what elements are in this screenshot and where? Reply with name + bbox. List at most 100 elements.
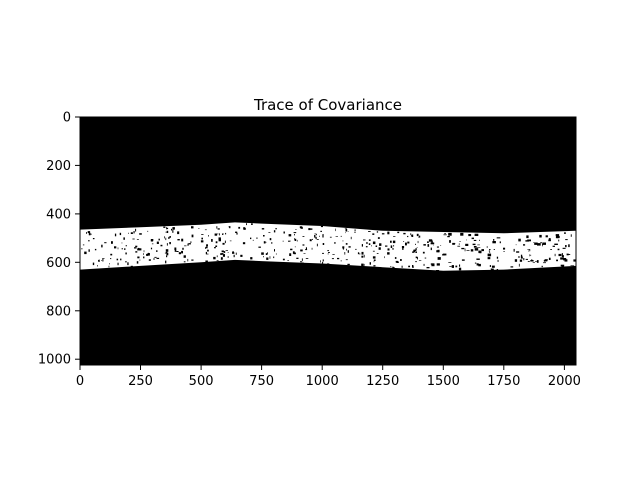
band-speckle [405,242,407,246]
band-speckle [357,252,360,255]
y-axis: 0 200 400 600 800 1000 [38,111,80,368]
band-speckle [478,250,481,254]
band-speckle [147,230,149,232]
band-speckle [205,247,206,249]
band-speckle [567,254,571,255]
band-speckle [132,238,135,240]
band-speckle [266,257,269,260]
band-speckle [205,246,208,249]
band-speckle [328,252,330,253]
band-speckle [361,251,364,255]
band-speckle [299,226,303,228]
band-speckle [326,263,330,266]
band-speckle [513,248,515,252]
band-speckle [490,268,494,272]
band-speckle [222,233,224,235]
band-speckle [305,247,307,249]
band-speckle [361,244,363,247]
band-speckle [250,257,253,260]
band-speckle [136,261,139,264]
band-speckle [327,250,329,252]
band-speckle [296,239,298,242]
band-speckle [165,231,167,233]
band-speckle [344,252,346,255]
band-speckle [565,239,568,241]
band-speckle [258,246,261,248]
band-speckle [223,251,226,253]
band-speckle [436,263,440,266]
band-speckle [224,240,226,244]
band-speckle [523,244,526,246]
band-speckle [300,261,303,263]
band-speckle [133,231,135,234]
band-speckle [156,250,158,252]
band-speckle [114,233,117,237]
band-speckle [201,234,204,235]
band-speckle [558,253,562,257]
band-speckle [479,239,480,241]
band-speckle [527,249,530,250]
band-speckle [269,238,272,241]
y-tick-label: 400 [46,207,71,222]
band-speckle [443,234,447,236]
band-speckle [214,247,216,249]
band-speckle [573,259,577,262]
band-speckle [183,261,186,263]
band-speckle [371,245,372,247]
band-speckle [251,223,253,225]
band-speckle [246,223,247,226]
band-speckle [294,234,295,236]
band-speckle [340,235,342,237]
band-speckle [206,244,208,247]
band-speckle [150,239,154,242]
band-speckle [361,263,364,266]
band-speckle [263,256,264,258]
band-speckle [322,235,324,238]
band-speckle [427,244,430,247]
band-speckle [200,240,204,243]
y-tick-label: 200 [46,159,71,174]
band-speckle [305,249,308,251]
band-speckle [187,243,189,246]
band-speckle [101,260,102,261]
band-speckle [268,232,271,233]
band-speckle [390,266,392,268]
band-speckle [123,237,125,240]
band-speckle [183,255,186,258]
band-speckle [527,236,529,238]
band-speckle [121,242,123,244]
band-speckle [533,242,535,243]
band-speckle [110,253,113,256]
chart-title: Trace of Covariance [253,96,402,114]
band-speckle [393,236,396,237]
band-speckle [342,240,344,242]
band-speckle [346,248,347,251]
band-speckle [354,229,356,231]
band-speckle [101,244,103,248]
band-speckle [532,262,535,263]
band-speckle [544,259,546,262]
band-speckle [92,238,95,240]
band-speckle [322,261,324,264]
band-speckle [415,243,416,245]
band-speckle [408,265,410,268]
band-speckle [104,242,107,244]
band-speckle [295,238,297,241]
band-speckle [461,259,465,261]
band-speckle [496,237,501,239]
plot-frame [79,116,577,366]
band-speckle [424,257,427,259]
band-speckle [570,265,575,266]
band-speckle [372,250,375,252]
band-speckle [117,262,119,266]
band-speckle [363,254,365,258]
band-speckle [214,233,218,236]
band-speckle [250,237,252,240]
band-speckle [527,239,531,242]
band-speckle [119,232,122,236]
band-speckle [176,251,179,252]
band-speckle [564,232,566,234]
band-speckle [81,248,83,250]
band-speckle [165,249,169,252]
band-speckle [164,252,168,254]
